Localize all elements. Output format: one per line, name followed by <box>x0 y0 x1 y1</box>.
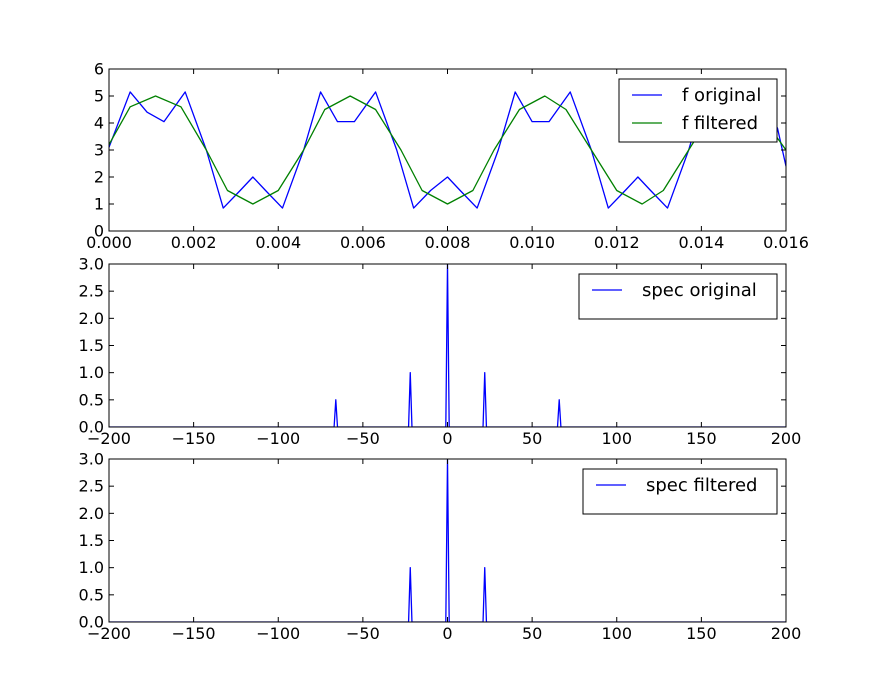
chart-3-y-tick-label: 0.0 <box>79 613 104 632</box>
chart-2-x-tick-label: −200 <box>87 429 131 448</box>
chart-2: −200 −150 −100 −50 0 50 100 150 200 0.0 0.5 1.0 1.5 2… <box>79 255 802 449</box>
chart-3-y-tick-label: 3.0 <box>79 450 104 469</box>
chart-2-x-tick-label: 200 <box>771 429 802 448</box>
chart-2-legend-box <box>578 273 778 320</box>
chart-2-y-tick-label: 0.5 <box>79 390 104 409</box>
chart-3-legend: spec filtered <box>582 468 778 515</box>
chart-2-x-tick-label: −150 <box>172 429 216 448</box>
chart-3-y-tick-label: 1.0 <box>79 558 104 577</box>
chart-2-x-tick-label: 100 <box>601 429 632 448</box>
chart-3: −200 −150 −100 −50 0 50 100 150 200 0.0 0.5 1.0 1.5 2… <box>79 450 802 644</box>
chart-3-x-tick-label: 200 <box>771 624 802 643</box>
chart-2-series-1-line <box>109 264 786 427</box>
chart-1-y-tick-label: 6 <box>94 60 104 79</box>
chart-2-y-tick-label: 2.5 <box>79 282 104 301</box>
chart-3-y-tick-label: 2.0 <box>79 504 104 523</box>
chart-2-x-tick-label: 150 <box>686 429 717 448</box>
chart-3-series-1-line <box>109 459 786 622</box>
chart-3-legend-label-1: spec filtered <box>646 475 757 496</box>
chart-3-x-tick-label: 0 <box>442 624 452 643</box>
chart-1-x-tick-label: 0.008 <box>425 233 471 252</box>
chart-2-y-tick-label: 2.0 <box>79 309 104 328</box>
chart-3-x-tick-label: 50 <box>522 624 542 643</box>
chart-1-x-tick-label: 0.012 <box>594 233 640 252</box>
chart-2-legend: spec original <box>578 273 778 320</box>
chart-1-series-1-line <box>109 91 786 209</box>
chart-1-x-tick-label: 0.004 <box>255 233 301 252</box>
chart-1-y-tick-label: 2 <box>94 168 104 187</box>
chart-1-legend: f original f filtered <box>618 78 778 143</box>
chart-2-y-tick-label: 3.0 <box>79 255 104 274</box>
chart-2-y-tick-label: 1.5 <box>79 336 104 355</box>
chart-1-y-tick-label: 5 <box>94 87 104 106</box>
chart-2-legend-label-1: spec original <box>642 280 757 301</box>
chart-3-x-tick-label: 100 <box>601 624 632 643</box>
chart-3-y-tick-label: 0.5 <box>79 585 104 604</box>
chart-1-y-tick-label: 0 <box>94 222 104 241</box>
chart-1-x-tick-label: 0.000 <box>86 233 132 252</box>
chart-2-x-tick-label: 50 <box>522 429 542 448</box>
chart-1-x-tick-label: 0.014 <box>678 233 724 252</box>
chart-1-legend-label-1: f original <box>682 85 761 106</box>
chart-2-y-tick-label: 0.0 <box>79 418 104 437</box>
chart-3-x-tick-label: −200 <box>87 624 131 643</box>
chart-1-x-tick-label: 0.002 <box>171 233 217 252</box>
chart-1-y-tick-label: 1 <box>94 195 104 214</box>
chart-3-x-tick-label: −150 <box>172 624 216 643</box>
chart-3-legend-box <box>582 468 778 515</box>
chart-3-y-tick-label: 1.5 <box>79 531 104 550</box>
chart-3-x-tick-label: 150 <box>686 624 717 643</box>
chart-1-x-tick-label: 0.010 <box>509 233 555 252</box>
chart-1-x-tick-label: 0.006 <box>340 233 386 252</box>
chart-1-legend-box <box>618 78 778 143</box>
chart-1-legend-label-2: f filtered <box>682 113 758 134</box>
chart-1-y-tick-label: 4 <box>94 114 104 133</box>
chart-1-y-tick-label: 3 <box>94 141 104 160</box>
chart-3-y-tick-label: 2.5 <box>79 477 104 496</box>
chart-2-x-tick-label: −100 <box>256 429 300 448</box>
chart-2-y-tick-label: 1.0 <box>79 363 104 382</box>
chart-2-x-tick-label: −50 <box>346 429 380 448</box>
chart-1-x-tick-label: 0.016 <box>763 233 809 252</box>
chart-2-x-tick-label: 0 <box>442 429 452 448</box>
chart-3-x-tick-label: −100 <box>256 624 300 643</box>
chart-1: 0.000 0.002 0.004 0.006 0.008 0.010 0.012 0.014… <box>86 60 809 253</box>
chart-3-x-tick-label: −50 <box>346 624 380 643</box>
chart-1-series-2-line <box>109 95 786 205</box>
